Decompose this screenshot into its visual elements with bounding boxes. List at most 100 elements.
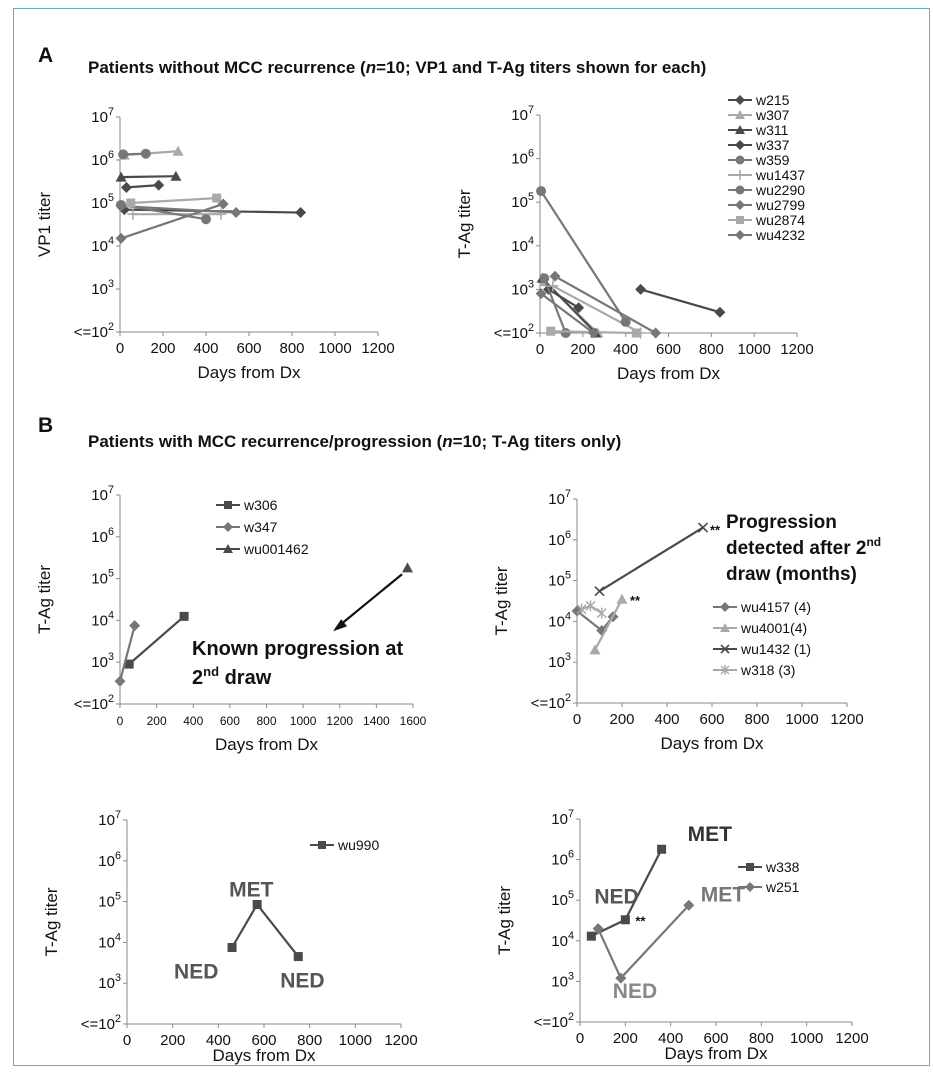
a_tag-legend-marker bbox=[735, 200, 745, 210]
b_tr-stars: ** bbox=[630, 593, 641, 608]
b_tl-xtick-label: 200 bbox=[147, 714, 167, 728]
a_vp1-data-point bbox=[170, 170, 182, 181]
a_vp1-xtick-label: 800 bbox=[279, 340, 304, 357]
b_tl-x-axis-label: Days from Dx bbox=[215, 735, 318, 754]
b_tr-data-point bbox=[576, 603, 587, 615]
b_tl-data-point bbox=[114, 675, 126, 687]
b_tr-xtick-label: 200 bbox=[609, 711, 634, 728]
a_vp1-series-line bbox=[120, 202, 224, 240]
b_bl-xtick-label: 400 bbox=[206, 1032, 231, 1049]
b_bl-xtick-label: 0 bbox=[123, 1032, 131, 1049]
b_tr-data-point bbox=[697, 522, 709, 533]
a_tag-data-point bbox=[635, 283, 647, 295]
b_br-xtick-label: 400 bbox=[658, 1030, 683, 1047]
b_tl-ytick-label: 105 bbox=[91, 568, 114, 588]
b_br-xtick-label: 600 bbox=[703, 1030, 728, 1047]
a_tag-legend-label: w215 bbox=[755, 92, 790, 108]
b_tr-series-line bbox=[598, 526, 704, 593]
a_vp1-data-point bbox=[120, 181, 132, 193]
b_tr-xtick-label: 0 bbox=[573, 711, 581, 728]
b_br-ytick-label: 105 bbox=[551, 889, 574, 909]
b_tl-annotation-line2: 2nd draw bbox=[192, 664, 272, 689]
panel-b-title-post: =10; T-Ag titers only) bbox=[452, 432, 622, 451]
b_br-data-point bbox=[592, 923, 604, 935]
b_tl-ytick-label: 107 bbox=[91, 484, 114, 504]
panel-b-letter: B bbox=[38, 414, 54, 437]
b_tl-ytick-label: 106 bbox=[91, 526, 114, 546]
b_tl-ytick-label: 104 bbox=[91, 609, 114, 629]
b_bl-data-point bbox=[252, 899, 262, 909]
b_tr-legend-marker bbox=[720, 602, 730, 612]
b_tl-legend-marker bbox=[224, 501, 232, 509]
a_tag-series-line bbox=[540, 190, 627, 323]
a_tag-ytick-label: 104 bbox=[511, 235, 534, 255]
panel-b-title-n: n bbox=[442, 432, 453, 451]
a_vp1-data-point bbox=[126, 198, 136, 208]
b_tr-legend-marker bbox=[720, 623, 730, 632]
b_bl-ytick-label: 105 bbox=[98, 891, 121, 911]
b_br-xtick-label: 1200 bbox=[835, 1030, 868, 1047]
b_br-xtick-label: 800 bbox=[749, 1030, 774, 1047]
a_vp1-data-point bbox=[127, 208, 139, 220]
b_tr-annotation-line1: Progression bbox=[726, 512, 837, 533]
b_tr-legend-label: wu4001(4) bbox=[740, 620, 807, 636]
a_tag-series-line bbox=[640, 288, 721, 314]
a_tag-data-point bbox=[573, 302, 585, 314]
a_tag-legend-label: wu2290 bbox=[755, 182, 805, 198]
a_tag-legend-marker bbox=[735, 140, 745, 150]
a_tag-data-point bbox=[560, 328, 571, 338]
a_vp1-ytick-label: <=102 bbox=[74, 321, 114, 341]
a_tag-legend-label: wu4232 bbox=[755, 227, 805, 243]
a_tag-xtick-label: 200 bbox=[570, 341, 595, 358]
b_br-data-point bbox=[615, 972, 627, 984]
a_tag-xtick-label: 0 bbox=[536, 341, 544, 358]
a_vp1-data-point bbox=[115, 232, 127, 244]
b_tr-ytick-label: 105 bbox=[548, 570, 571, 590]
a_vp1-data-point bbox=[153, 179, 165, 191]
a_tag-series-line bbox=[543, 277, 567, 334]
b_br-ned-label: NED bbox=[594, 886, 638, 909]
b_tl-series-line bbox=[118, 625, 136, 682]
b_br-xtick-label: 0 bbox=[576, 1030, 584, 1047]
b_tl-xtick-label: 1600 bbox=[400, 714, 427, 728]
b_br-ytick-label: 107 bbox=[551, 808, 574, 828]
a_vp1-data-point bbox=[115, 171, 127, 182]
b_tl-data-point bbox=[129, 620, 141, 632]
b_tl-xtick-label: 600 bbox=[220, 714, 240, 728]
a_tag-xtick-label: 600 bbox=[656, 341, 681, 358]
a_tag-series-line bbox=[540, 292, 595, 334]
b_br-stars: ** bbox=[635, 914, 646, 929]
a_tag-xtick-label: 1200 bbox=[780, 341, 813, 358]
a_tag-data-point bbox=[588, 327, 600, 339]
b_tr-legend-label: wu4157 (4) bbox=[740, 599, 811, 615]
a_tag-legend-marker bbox=[735, 230, 745, 240]
b_tl-series-line bbox=[128, 615, 185, 665]
a_tag-y-axis-label: T-Ag titer bbox=[455, 189, 474, 258]
b_br-ned-label: NED bbox=[613, 980, 657, 1003]
b_bl-y-axis-label: T-Ag titer bbox=[42, 887, 61, 956]
panel-a-title-post: =10; VP1 and T-Ag titers shown for each) bbox=[376, 58, 707, 77]
a_tag-ytick-label: 105 bbox=[511, 191, 534, 211]
b_tr-legend-label: wu1432 (1) bbox=[740, 641, 811, 657]
a_vp1-data-point bbox=[230, 207, 242, 219]
a_vp1-data-point bbox=[172, 145, 184, 156]
b_tr-xtick-label: 1200 bbox=[830, 711, 863, 728]
a_vp1-ytick-label: 106 bbox=[91, 149, 114, 169]
a_vp1-xtick-label: 200 bbox=[150, 340, 175, 357]
a_tag-legend-label: w359 bbox=[755, 152, 790, 168]
panel-b-title-pre: Patients with MCC recurrence/progression… bbox=[88, 432, 443, 451]
b_br-met-label: MET bbox=[701, 883, 746, 906]
b_br-legend-marker bbox=[746, 863, 754, 871]
b_tr-stars: ** bbox=[710, 523, 721, 538]
b_tl-legend-marker bbox=[223, 544, 233, 553]
b_tl-legend-label: w347 bbox=[243, 519, 278, 535]
b_bl-ytick-label: 104 bbox=[98, 931, 121, 951]
b_tr-data-point bbox=[594, 586, 605, 597]
b_bl-met-label: MET bbox=[229, 878, 274, 901]
a_tag-data-point bbox=[535, 288, 547, 300]
b_br-ytick-label: 103 bbox=[551, 970, 574, 990]
a_vp1-series-line bbox=[130, 197, 217, 205]
b_tr-annotation-line2: detected after 2nd bbox=[726, 535, 881, 559]
b_tl-legend-label: w306 bbox=[243, 497, 278, 513]
b_bl-legend-marker bbox=[318, 841, 326, 849]
